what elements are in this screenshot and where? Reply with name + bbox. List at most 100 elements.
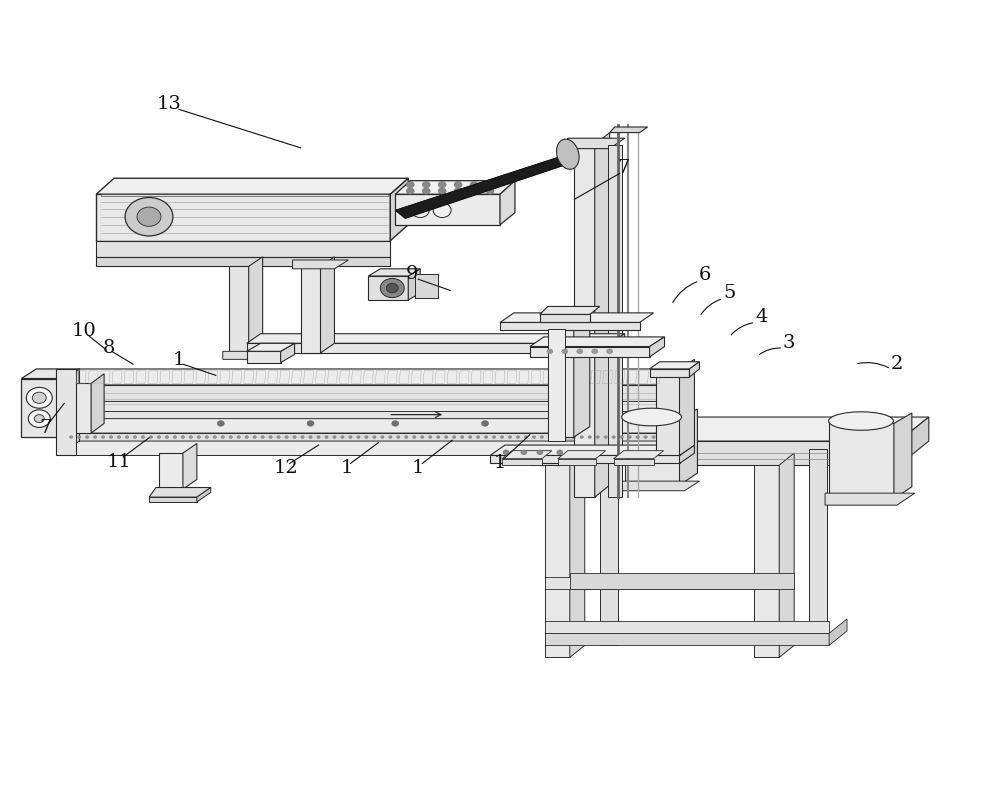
Text: 10: 10 xyxy=(72,322,97,340)
Circle shape xyxy=(592,349,598,354)
Circle shape xyxy=(307,421,314,426)
Polygon shape xyxy=(368,277,408,300)
Text: 9: 9 xyxy=(406,264,418,283)
Polygon shape xyxy=(247,352,281,363)
Circle shape xyxy=(557,450,563,455)
Circle shape xyxy=(500,436,504,439)
Circle shape xyxy=(69,436,73,439)
Polygon shape xyxy=(247,344,295,352)
Polygon shape xyxy=(61,369,678,385)
Polygon shape xyxy=(395,181,515,195)
Circle shape xyxy=(404,436,408,439)
Polygon shape xyxy=(680,446,694,464)
Polygon shape xyxy=(650,337,665,357)
Polygon shape xyxy=(61,402,660,411)
Circle shape xyxy=(537,450,543,455)
Ellipse shape xyxy=(622,409,681,426)
Circle shape xyxy=(548,436,552,439)
Polygon shape xyxy=(625,419,680,486)
Polygon shape xyxy=(570,454,585,658)
Circle shape xyxy=(454,189,462,195)
Polygon shape xyxy=(809,450,827,642)
Polygon shape xyxy=(660,419,678,443)
Polygon shape xyxy=(610,128,648,133)
Circle shape xyxy=(470,182,478,189)
Text: 7: 7 xyxy=(617,159,630,177)
Text: 1: 1 xyxy=(340,459,353,476)
Circle shape xyxy=(137,208,161,227)
Circle shape xyxy=(547,349,553,354)
Circle shape xyxy=(217,421,224,426)
Circle shape xyxy=(125,198,173,237)
Circle shape xyxy=(34,415,44,423)
Polygon shape xyxy=(183,444,197,490)
Circle shape xyxy=(253,436,256,439)
Circle shape xyxy=(189,436,193,439)
Circle shape xyxy=(433,204,451,218)
Text: 7: 7 xyxy=(39,419,51,437)
Circle shape xyxy=(628,436,631,439)
Polygon shape xyxy=(249,258,263,357)
Polygon shape xyxy=(149,488,211,498)
Circle shape xyxy=(373,436,376,439)
Circle shape xyxy=(277,436,280,439)
Polygon shape xyxy=(500,313,654,323)
Circle shape xyxy=(422,182,430,189)
Polygon shape xyxy=(247,344,610,353)
Circle shape xyxy=(285,436,288,439)
Circle shape xyxy=(229,436,233,439)
Polygon shape xyxy=(899,418,929,466)
Circle shape xyxy=(269,436,272,439)
Circle shape xyxy=(101,436,105,439)
Polygon shape xyxy=(96,179,408,195)
Circle shape xyxy=(524,436,528,439)
Polygon shape xyxy=(545,466,570,658)
Circle shape xyxy=(32,393,46,404)
Polygon shape xyxy=(548,321,574,438)
Polygon shape xyxy=(229,267,249,357)
Circle shape xyxy=(406,189,414,195)
Circle shape xyxy=(644,436,647,439)
Text: 8: 8 xyxy=(103,339,115,357)
Polygon shape xyxy=(301,267,320,353)
Circle shape xyxy=(508,436,512,439)
Text: 12: 12 xyxy=(273,459,298,476)
Polygon shape xyxy=(610,334,625,353)
Circle shape xyxy=(468,436,472,439)
Circle shape xyxy=(333,436,336,439)
Circle shape xyxy=(117,436,121,439)
Polygon shape xyxy=(56,369,76,456)
Text: 5: 5 xyxy=(723,283,736,302)
Circle shape xyxy=(381,436,384,439)
Polygon shape xyxy=(64,369,79,438)
Polygon shape xyxy=(247,334,625,344)
Circle shape xyxy=(205,436,209,439)
Polygon shape xyxy=(64,384,91,434)
Circle shape xyxy=(460,436,464,439)
Circle shape xyxy=(484,436,488,439)
Circle shape xyxy=(141,436,145,439)
Circle shape xyxy=(349,436,352,439)
Circle shape xyxy=(436,436,440,439)
Circle shape xyxy=(521,450,527,455)
Circle shape xyxy=(325,436,328,439)
Circle shape xyxy=(412,436,416,439)
Circle shape xyxy=(444,436,448,439)
Circle shape xyxy=(564,436,568,439)
Polygon shape xyxy=(101,195,388,197)
Circle shape xyxy=(422,189,430,195)
Polygon shape xyxy=(149,498,197,503)
Circle shape xyxy=(604,436,608,439)
Circle shape xyxy=(237,436,241,439)
Polygon shape xyxy=(500,181,515,226)
Circle shape xyxy=(486,182,494,189)
Circle shape xyxy=(428,436,432,439)
Polygon shape xyxy=(281,344,295,363)
Circle shape xyxy=(392,421,399,426)
Polygon shape xyxy=(540,307,600,315)
Circle shape xyxy=(452,436,456,439)
Circle shape xyxy=(173,436,177,439)
Circle shape xyxy=(293,436,296,439)
Circle shape xyxy=(221,436,225,439)
Circle shape xyxy=(612,436,615,439)
